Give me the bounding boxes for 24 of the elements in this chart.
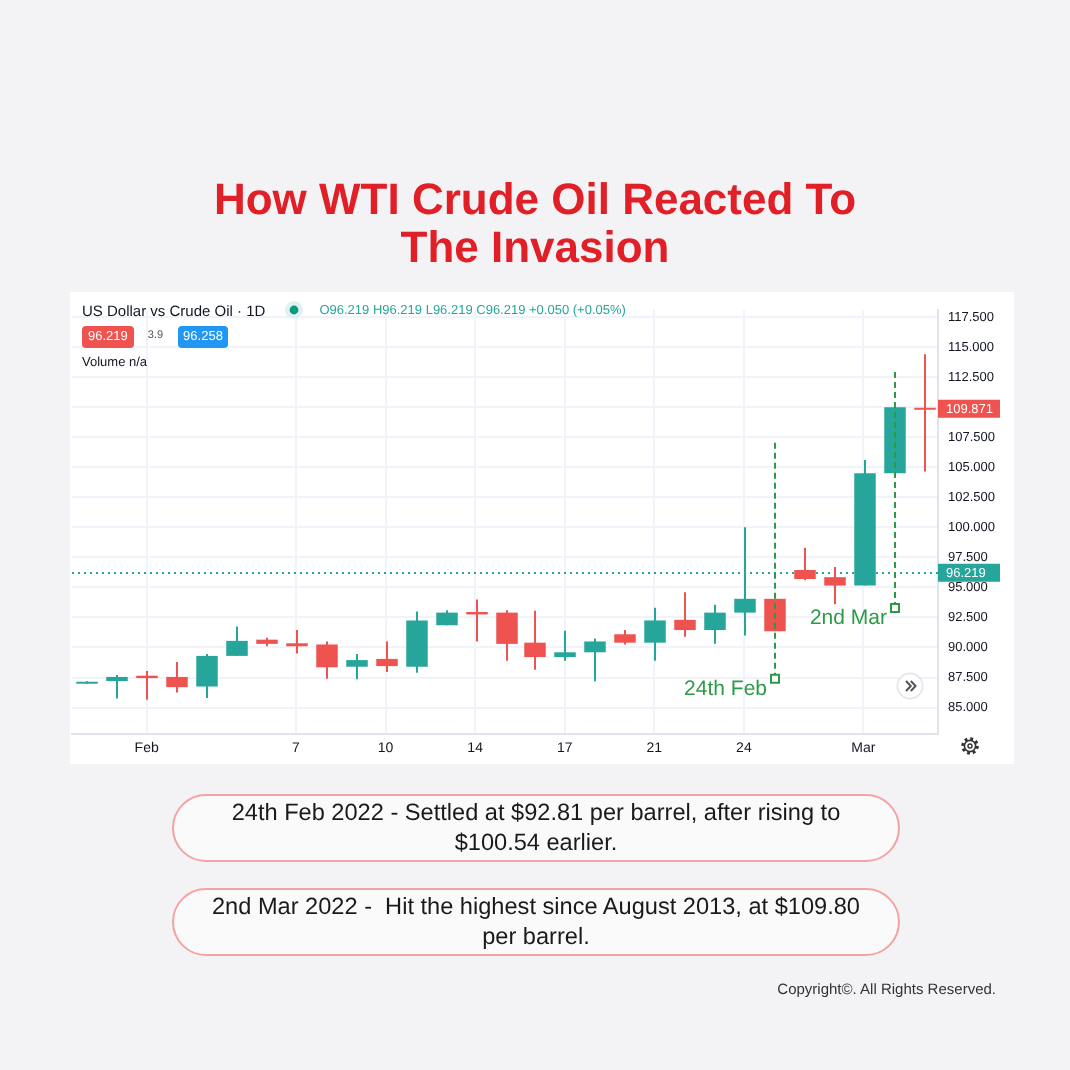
candlestick — [196, 653, 218, 699]
candlestick — [496, 609, 518, 662]
candlestick — [554, 629, 576, 662]
text: 2nd Mar 2022 - Hit the highest since August 2013, at $109.80 per barrel. — [172, 888, 900, 956]
candlestick — [734, 526, 756, 637]
annotation: 24th Feb — [684, 676, 768, 701]
candlestick — [106, 674, 128, 700]
candlestick — [376, 640, 398, 674]
candlestick — [166, 660, 188, 694]
candlestick — [406, 610, 428, 674]
chart-title: How WTI Crude Oil Reacted To The Invasion — [211, 174, 859, 272]
annotation: 2nd Mar — [809, 605, 888, 630]
candlestick — [644, 606, 666, 662]
candlestick — [704, 603, 726, 645]
candlestick — [674, 591, 696, 638]
candlestick — [794, 546, 816, 582]
candlestick — [286, 629, 308, 655]
text: 24th Feb 2022 - Settled at $92.81 per barrel, after rising to $100.54 earlier. — [172, 794, 900, 862]
candlestick — [584, 637, 606, 683]
candlestick — [824, 565, 846, 606]
candlestick — [346, 653, 368, 681]
candlestick — [226, 625, 248, 657]
candlestick — [316, 640, 338, 680]
candlestick — [524, 609, 546, 671]
